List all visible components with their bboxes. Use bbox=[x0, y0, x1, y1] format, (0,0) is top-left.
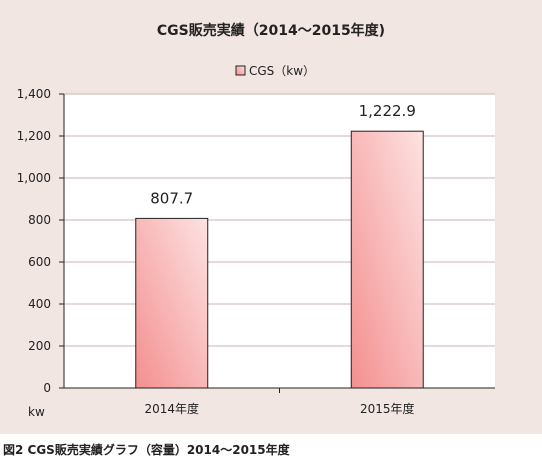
x-category-label: 2015年度 bbox=[360, 401, 415, 416]
y-tick-label: 1,400 bbox=[17, 87, 51, 101]
labels: 0 200 400 600 800 1,000 1,200 1,400 807.7 2014年度 1… bbox=[17, 87, 416, 416]
x-category-label: 2014年度 bbox=[144, 401, 199, 416]
bar-chart: CGS販売実績（2014～2015年度) CGS（kw） 0 200 400 600 8… bbox=[17, 22, 495, 419]
y-tick-label: 600 bbox=[28, 255, 51, 269]
y-tick-label: 0 bbox=[43, 381, 51, 395]
chart-panel: CGS販売実績（2014～2015年度) CGS（kw） 0 200 400 600 8… bbox=[0, 0, 542, 434]
legend-swatch bbox=[235, 65, 246, 76]
plot-area bbox=[64, 94, 495, 388]
data-label: 1,222.9 bbox=[359, 102, 416, 120]
bar bbox=[135, 217, 209, 389]
y-tick-label: 200 bbox=[28, 339, 51, 353]
legend: CGS（kw） bbox=[235, 64, 315, 78]
chart-title: CGS販売実績（2014～2015年度) bbox=[157, 22, 385, 39]
bar bbox=[350, 130, 424, 389]
y-tick-label: 1,000 bbox=[17, 171, 51, 185]
y-tick-label: 400 bbox=[28, 297, 51, 311]
y-tick-label: 800 bbox=[28, 213, 51, 227]
legend-label: CGS（kw） bbox=[249, 64, 315, 78]
y-axis-unit-label: kw bbox=[28, 405, 45, 419]
figure-caption: 図2 CGS販売実績グラフ（容量）2014～2015年度 bbox=[3, 443, 290, 457]
y-tick-label: 1,200 bbox=[17, 129, 51, 143]
data-label: 807.7 bbox=[150, 189, 193, 207]
axes bbox=[59, 93, 495, 393]
